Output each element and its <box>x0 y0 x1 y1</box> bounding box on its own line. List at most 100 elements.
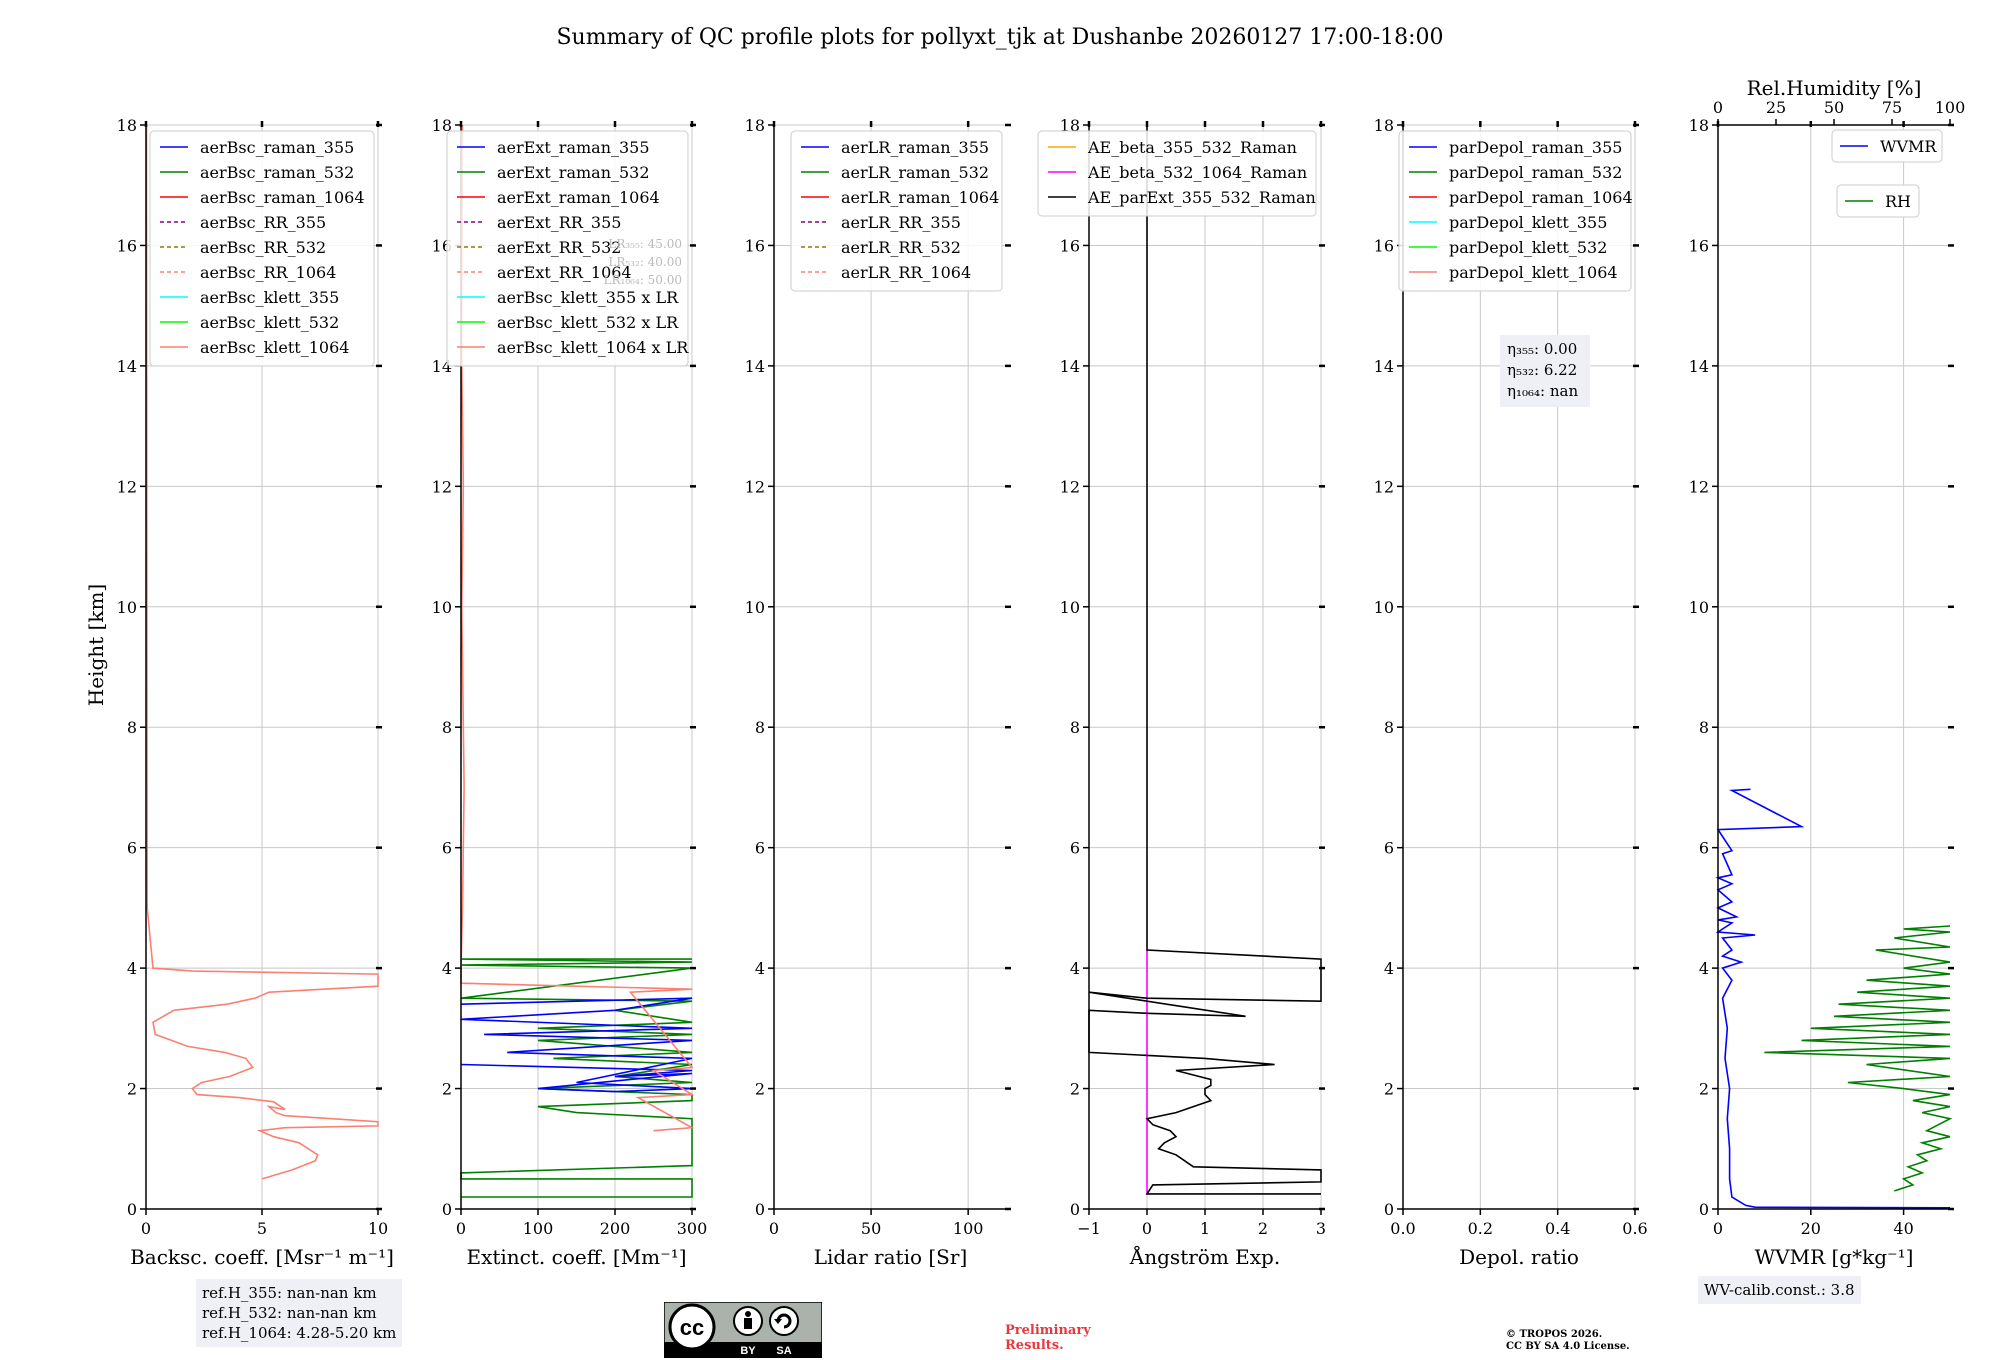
y-tick-label: 10 <box>1374 598 1394 617</box>
lr-annotation: LR₁₀₆₄: 50.00 <box>604 273 682 287</box>
legend-label: AE_parExt_355_532_Raman <box>1087 188 1316 207</box>
eta-box: η₃₅₅: 0.00 η₅₃₂: 6.22 η₁₀₆₄: nan <box>1500 335 1590 407</box>
y-tick-label: 16 <box>1060 236 1080 255</box>
top-x-tick-label: 0 <box>1713 98 1723 117</box>
y-tick-label: 8 <box>1384 718 1394 737</box>
x-tick-label: 3 <box>1316 1219 1326 1238</box>
legend-label: parDepol_klett_355 <box>1449 213 1607 232</box>
y-tick-label: 18 <box>117 116 137 135</box>
x-tick-label: 200 <box>600 1219 631 1238</box>
lr-annotation: LR₅₃₂: 40.00 <box>608 255 682 269</box>
legend-label: aerExt_RR_532 <box>497 238 621 257</box>
top-axis-label: Rel.Humidity [%] <box>1747 76 1922 100</box>
ref-height-1064: ref.H_1064: 4.28-5.20 km <box>202 1324 397 1342</box>
y-tick-label: 4 <box>755 959 765 978</box>
legend-label: aerExt_RR_1064 <box>497 263 632 282</box>
preliminary-line-1: Preliminary <box>1005 1323 1091 1338</box>
x-tick-label: 40 <box>1893 1219 1913 1238</box>
x-axis-label: Lidar ratio [Sr] <box>814 1245 968 1269</box>
series-RH <box>1764 925 1953 1192</box>
y-tick-label: 14 <box>1374 357 1394 376</box>
y-tick-label: 10 <box>745 598 765 617</box>
x-axis-label: Extinct. coeff. [Mm⁻¹] <box>466 1245 686 1269</box>
x-axis-label: Backsc. coeff. [Msr⁻¹ m⁻¹] <box>130 1245 394 1269</box>
y-tick-label: 14 <box>117 357 137 376</box>
y-tick-label: 16 <box>1689 236 1709 255</box>
y-tick-label: 12 <box>1689 477 1709 496</box>
legend-label: parDepol_raman_532 <box>1449 163 1622 182</box>
legend-label: aerBsc_klett_355 <box>200 288 339 307</box>
cc-license-logo: cc BY SA <box>664 1302 822 1358</box>
series-aerExt_raman_355 <box>460 997 693 1093</box>
x-tick-label: 0 <box>1142 1219 1152 1238</box>
y-tick-label: 18 <box>1060 116 1080 135</box>
y-tick-label: 10 <box>1060 598 1080 617</box>
y-tick-label: 2 <box>755 1080 765 1099</box>
legend-label: aerBsc_klett_532 x LR <box>497 313 679 332</box>
copyright-note: © TROPOS 2026. CC BY SA 4.0 License. <box>1506 1329 1630 1353</box>
top-x-tick-label: 100 <box>1935 98 1966 117</box>
preliminary-results-note: Preliminary Results. <box>1005 1323 1091 1353</box>
legend-wvmr: WVMR <box>1831 129 1943 163</box>
ref-height-355: ref.H_355: nan-nan km <box>202 1284 377 1302</box>
y-axis-label: Height [km] <box>84 584 108 706</box>
y-tick-label: 0 <box>127 1200 137 1219</box>
series-aerBsc_klett_1064 <box>145 124 379 1180</box>
y-tick-label: 10 <box>432 598 452 617</box>
y-tick-label: 8 <box>755 718 765 737</box>
legend-rh: RH <box>1836 184 1920 218</box>
y-tick-label: 10 <box>1689 598 1709 617</box>
x-tick-label: 2 <box>1258 1219 1268 1238</box>
x-tick-label: 5 <box>257 1219 267 1238</box>
x-tick-label: 0 <box>1713 1219 1723 1238</box>
figure-title: Summary of QC profile plots for pollyxt_… <box>556 25 1443 50</box>
legend-label: aerBsc_klett_355 x LR <box>497 288 679 307</box>
legend-label: aerLR_RR_1064 <box>841 263 971 282</box>
x-tick-label: 300 <box>677 1219 708 1238</box>
y-tick-label: 8 <box>442 718 452 737</box>
y-tick-label: 18 <box>1374 116 1394 135</box>
panel-backscatter: 0 2 4 6 8 10 12 14 16 18 0 5 10 Backsc. coeff. [Msr⁻¹… <box>117 116 394 1269</box>
legend-label: aerLR_raman_355 <box>841 138 989 157</box>
x-axis-label: WVMR [g*kg⁻¹] <box>1755 1245 1914 1269</box>
legend-label: aerBsc_raman_1064 <box>200 188 365 207</box>
y-tick-label: 6 <box>1070 839 1080 858</box>
y-tick-label: 0 <box>1699 1200 1709 1219</box>
y-tick-label: 0 <box>442 1200 452 1219</box>
eta-annotation: η₁₀₆₄: nan <box>1507 382 1578 400</box>
legend-label: aerLR_RR_532 <box>841 238 961 257</box>
legend-label: parDepol_klett_532 <box>1449 238 1607 257</box>
legend-label: RH <box>1885 192 1911 211</box>
eta-annotation: η₃₅₅: 0.00 <box>1507 340 1577 358</box>
y-tick-label: 18 <box>745 116 765 135</box>
y-tick-label: 12 <box>1060 477 1080 496</box>
y-tick-label: 18 <box>432 116 452 135</box>
legend-frame <box>1398 130 1632 292</box>
legend-label: parDepol_raman_1064 <box>1449 188 1633 207</box>
y-tick-label: 4 <box>442 959 452 978</box>
y-tick-label: 18 <box>1689 116 1709 135</box>
legend-label: aerBsc_RR_355 <box>200 213 326 232</box>
series-WVMR <box>1715 788 1951 1209</box>
eta-annotation: η₅₃₂: 6.22 <box>1507 361 1577 379</box>
legend-extinction: aerExt_raman_355 aerExt_raman_532 aerExt_r… <box>446 130 689 367</box>
top-x-tick-label: 75 <box>1882 98 1902 117</box>
x-tick-label: 100 <box>953 1219 984 1238</box>
y-tick-label: 0 <box>1070 1200 1080 1219</box>
y-tick-label: 8 <box>127 718 137 737</box>
y-tick-label: 12 <box>432 477 452 496</box>
x-tick-label: 10 <box>368 1219 388 1238</box>
legend-angstrom: AE_beta_355_532_Raman AE_beta_532_1064_Ra… <box>1037 130 1317 217</box>
legend-frame <box>446 130 689 367</box>
y-tick-label: 8 <box>1699 718 1709 737</box>
lr-annotation: LR₃₅₅: 45.00 <box>608 237 682 251</box>
cc-sa-label: SA <box>776 1345 791 1357</box>
x-tick-label: 100 <box>523 1219 554 1238</box>
legend-label: aerBsc_klett_1064 x LR <box>497 338 689 357</box>
svg-text:cc: cc <box>680 1315 704 1340</box>
legend-depolarization: parDepol_raman_355 parDepol_raman_532 parD… <box>1398 130 1633 292</box>
y-tick-label: 2 <box>442 1080 452 1099</box>
